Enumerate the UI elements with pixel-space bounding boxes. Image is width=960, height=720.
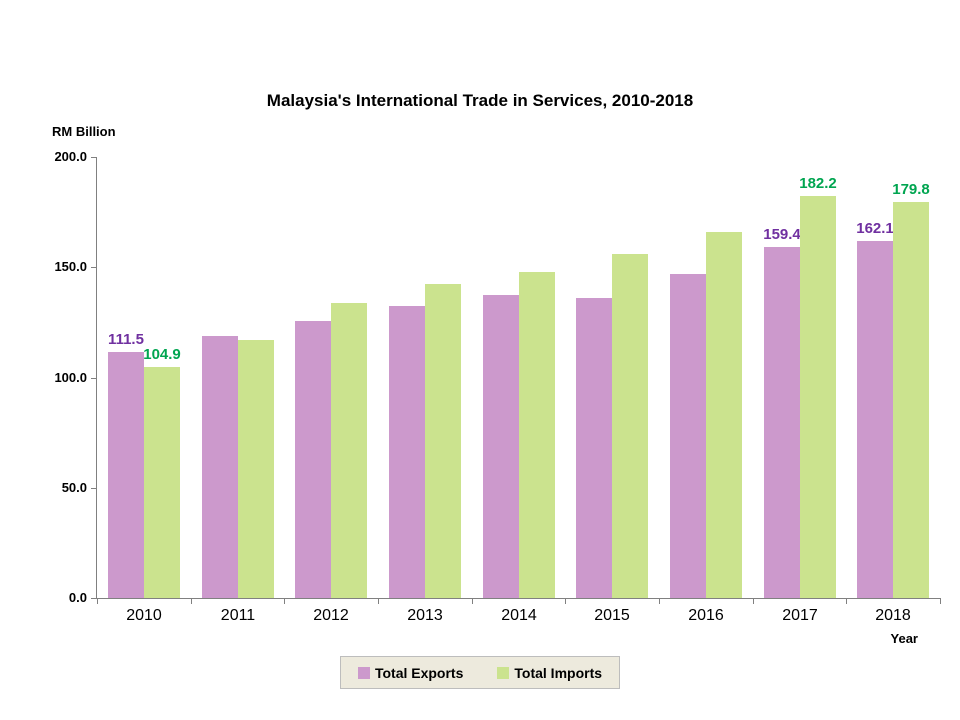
x-tick-mark (565, 598, 566, 604)
x-tick-label-2014: 2014 (501, 607, 537, 624)
bar-total-imports-2017 (800, 196, 836, 598)
bar-total-imports-2018 (893, 202, 929, 598)
bar-total-imports-2013 (425, 284, 461, 598)
bar-total-imports-2016 (706, 232, 742, 598)
legend-item-imports: Total Imports (497, 665, 602, 681)
legend-box: Total Exports Total Imports (340, 656, 620, 689)
x-tick-mark (940, 598, 941, 604)
imports-swatch-icon (497, 666, 510, 679)
x-tick-mark (846, 598, 847, 604)
x-tick-mark (191, 598, 192, 604)
bar-label-total-exports-2017: 159.4 (763, 226, 801, 243)
y-tick-mark (91, 267, 97, 268)
x-axis-line (96, 598, 941, 599)
x-tick-label-2015: 2015 (594, 607, 630, 624)
bar-total-imports-2014 (519, 272, 555, 598)
bar-label-total-exports-2018: 162.1 (856, 220, 894, 237)
bar-total-exports-2014 (483, 295, 519, 598)
bar-total-imports-2012 (331, 303, 367, 598)
x-tick-label-2018: 2018 (875, 607, 911, 624)
y-tick-mark (91, 157, 97, 158)
y-axis-unit-label: RM Billion (52, 124, 116, 139)
legend-label-exports: Total Exports (374, 664, 464, 681)
y-tick-mark (91, 378, 97, 379)
x-tick-mark (378, 598, 379, 604)
bar-total-imports-2011 (238, 340, 274, 598)
bar-total-exports-2018 (857, 241, 893, 598)
legend-label-imports: Total Imports (514, 664, 603, 681)
bar-total-exports-2015 (576, 298, 612, 598)
x-tick-label-2011: 2011 (220, 607, 256, 624)
bar-total-imports-2015 (612, 254, 648, 598)
bar-total-exports-2017 (764, 247, 800, 598)
x-tick-label-2013: 2013 (407, 607, 443, 624)
x-tick-mark (753, 598, 754, 604)
bar-total-exports-2016 (670, 274, 706, 598)
bar-label-total-imports-2010: 104.9 (143, 346, 181, 363)
x-axis-title: Year (890, 631, 918, 646)
bar-label-total-imports-2017: 182.2 (799, 175, 837, 192)
y-tick-mark (91, 598, 97, 599)
bar-label-total-exports-2010: 111.5 (108, 331, 144, 348)
x-tick-mark (472, 598, 473, 604)
y-tick-label: 150.0 (54, 259, 87, 274)
bar-total-exports-2011 (202, 336, 238, 598)
x-tick-mark (659, 598, 660, 604)
bar-total-exports-2013 (389, 306, 425, 598)
bar-total-exports-2012 (295, 321, 331, 598)
x-tick-label-2010: 2010 (126, 607, 162, 624)
x-tick-mark (97, 598, 98, 604)
x-tick-label-2012: 2012 (313, 607, 349, 624)
y-tick-label: 100.0 (54, 370, 87, 385)
exports-swatch-icon (357, 666, 370, 679)
chart-title: Malaysia's International Trade in Servic… (266, 91, 694, 110)
x-tick-label-2016: 2016 (688, 607, 724, 624)
bar-label-total-imports-2018: 179.8 (892, 181, 930, 198)
x-tick-mark (284, 598, 285, 604)
legend-item-exports: Total Exports (357, 664, 464, 681)
bar-total-imports-2010 (144, 367, 180, 598)
bar-total-exports-2010 (108, 352, 144, 598)
y-tick-label: 0.0 (68, 590, 87, 605)
y-tick-mark (91, 488, 97, 489)
y-tick-label: 200.0 (54, 149, 87, 164)
x-tick-label-2017: 2017 (782, 607, 818, 624)
y-tick-label: 50.0 (61, 480, 87, 495)
